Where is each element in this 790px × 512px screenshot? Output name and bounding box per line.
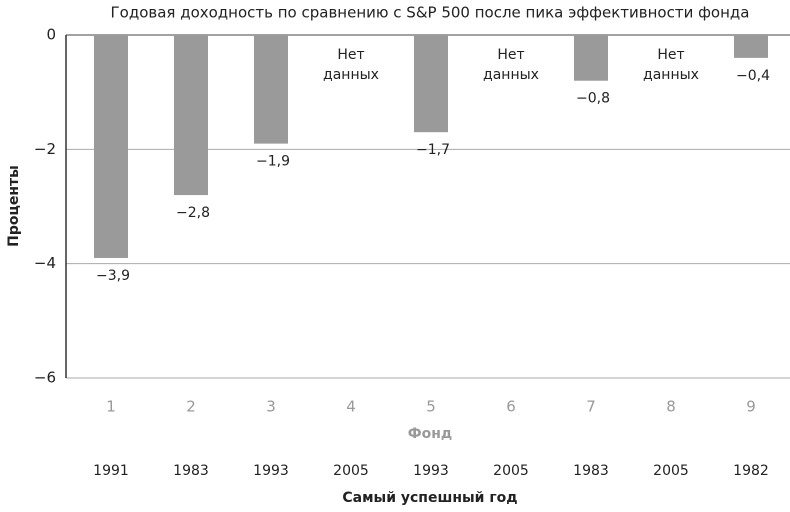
- value-label: −3,9: [96, 268, 130, 284]
- x-tick-label: 2: [186, 398, 196, 416]
- y-tick-label: −6: [34, 369, 56, 387]
- x-tick-label: 6: [506, 398, 516, 416]
- y-tick-label: 0: [46, 26, 56, 44]
- x-tick-label: 5: [426, 398, 436, 416]
- second-row-value: 2005: [653, 463, 689, 479]
- x-tick-label: 3: [266, 398, 276, 416]
- no-data-box: Нет данных: [323, 47, 379, 83]
- y-tick-label: −2: [34, 140, 56, 158]
- no-data-box: Нет данных: [483, 47, 539, 83]
- no-data-label: Нет данных: [643, 47, 699, 83]
- second-row-value: 1993: [413, 463, 449, 479]
- no-data-label: Нет данных: [323, 47, 379, 83]
- value-label: −0,4: [736, 68, 770, 84]
- no-data-label: Нет данных: [483, 47, 539, 83]
- bar: [254, 35, 288, 144]
- value-label: −0,8: [576, 91, 610, 107]
- x-axis-label: Фонд: [408, 426, 452, 442]
- second-row-value: 1993: [253, 463, 289, 479]
- x-tick-label: 8: [666, 398, 676, 416]
- second-row-value: 1983: [573, 463, 609, 479]
- bar: [414, 35, 448, 133]
- second-row-value: 1982: [733, 463, 769, 479]
- bar: [734, 35, 768, 58]
- x-tick-label: 4: [346, 398, 356, 416]
- x-tick-label: 7: [586, 398, 596, 416]
- second-row-value: 2005: [333, 463, 369, 479]
- y-axis-label: Проценты: [6, 165, 22, 247]
- second-row-label: Самый успешный год: [342, 490, 517, 506]
- second-row-value: 1991: [93, 463, 129, 479]
- second-row-value: 1983: [173, 463, 209, 479]
- value-label: −2,8: [176, 205, 210, 221]
- x-tick-label: 9: [746, 398, 756, 416]
- bar: [574, 35, 608, 81]
- x-tick-label: 1: [106, 398, 116, 416]
- no-data-box: Нет данных: [643, 47, 699, 83]
- y-tick-label: −4: [34, 254, 56, 272]
- bar: [94, 35, 128, 258]
- value-label: −1,7: [416, 142, 450, 158]
- chart-title: Годовая доходность по сравнению с S&P 50…: [111, 4, 750, 22]
- value-label: −1,9: [256, 154, 290, 170]
- bar: [174, 35, 208, 196]
- second-row-value: 2005: [493, 463, 529, 479]
